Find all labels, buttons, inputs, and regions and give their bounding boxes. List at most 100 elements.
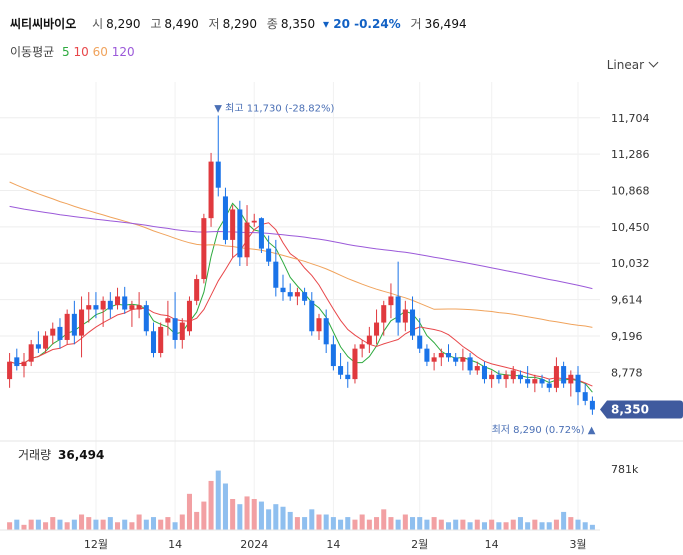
volume-bar [57,519,63,530]
candle-body [366,335,372,345]
ma-5[interactable]: 5 [62,45,70,59]
moving-average-legend: 이동평균 5 10 60 120 [10,43,135,60]
candle-body [143,305,149,332]
volume-bar [136,514,142,530]
candle-body [503,374,509,380]
high-value: 8,490 [164,17,199,31]
candle-body [474,366,480,371]
volume-bar [374,517,380,530]
x-tick-label: 12월 [84,538,108,551]
volume-bar [323,514,329,530]
candle-body [309,300,315,332]
volume-bar [467,522,473,530]
candle-body [208,161,214,219]
candle-body [136,305,142,310]
volume-bar [330,517,336,530]
volume-bar [14,519,20,530]
volume-bar [287,511,293,530]
candle-body [129,305,135,310]
candle-body [330,344,336,367]
y-tick-label: 10,032 [611,257,650,270]
candle-body [273,261,279,288]
volume-bar [194,511,200,530]
candle-body [388,296,394,306]
candle-body [79,309,85,336]
candle-body [294,292,300,297]
candle-body [7,361,13,380]
volume-bar [366,519,372,530]
scale-selector[interactable]: Linear [606,57,659,72]
low-annotation: 최저 8,290 (0.72%) ▲ [492,424,596,436]
candle-body [21,361,27,367]
high-label: 고 [150,17,162,31]
candle-body [57,326,63,340]
volume-bar [388,517,394,530]
ma-10[interactable]: 10 [73,45,89,59]
ma-120-line [9,205,593,290]
volume-bar [417,517,423,530]
volume-bar [568,517,574,530]
candle-body [438,353,444,358]
volume-bar [107,517,113,530]
ma-60-line [9,181,593,328]
y-tick-label: 8,778 [611,366,643,379]
open-label: 시 [92,17,104,31]
candle-body [43,335,49,349]
volume-bar [50,517,56,530]
candle-body [150,331,157,354]
volume-bar [474,519,480,530]
candle-body [417,335,423,349]
x-tick-label: 2024 [240,538,268,551]
volume-bar [71,519,77,530]
volume-bar [201,501,207,530]
y-tick-label: 9,614 [611,294,643,307]
candle-body [359,344,365,349]
x-tick-label: 2월 [411,538,428,551]
volume-bar [338,519,344,530]
open-value: 8,290 [106,17,141,31]
candle-body [489,374,495,380]
volume-bar [453,519,459,530]
price-header: 씨티씨바이오 시 8,290 고 8,490 저 8,290 종 8,350 ▾ 20 … [10,15,467,32]
volume-bar [43,522,49,530]
ma-10-line [9,222,593,387]
candle-body [410,309,416,336]
candle-body [35,344,41,349]
candle-body [445,353,452,358]
volume-bar [158,519,164,530]
x-tick-label: 14 [168,538,182,551]
candle-body [201,218,207,280]
candle-body [172,318,178,340]
candle-body [381,305,387,323]
volume-bar [150,517,157,530]
volume-bar [410,517,416,530]
volume-bar [402,514,408,530]
candle-body [251,220,257,223]
ma-60[interactable]: 60 [92,45,108,59]
volume-bar [244,496,250,530]
volume-bar [582,522,588,530]
y-tick-label: 11,286 [611,148,650,161]
candle-body [280,287,286,293]
high-annotation: ▼ 최고 11,730 (-28.82%) [214,102,334,114]
volume-bar [309,509,315,530]
low-label: 저 [208,17,220,31]
volume-bar [280,506,286,530]
candle-body [453,357,459,362]
ma-120[interactable]: 120 [111,45,135,59]
candle-body [525,379,531,384]
y-tick-label: 10,868 [611,184,650,197]
candle-body [323,318,329,345]
volume-bar [115,522,121,530]
candle-body [244,222,250,258]
candle-body [179,322,185,340]
candle-body [86,305,92,310]
scale-selector-label: Linear [606,58,644,72]
volume-bar [532,519,538,530]
candle-body [64,313,70,340]
candle-body [316,318,322,332]
volume-bar [35,519,41,530]
volume-bar [273,504,279,530]
volume-bar [503,522,509,530]
